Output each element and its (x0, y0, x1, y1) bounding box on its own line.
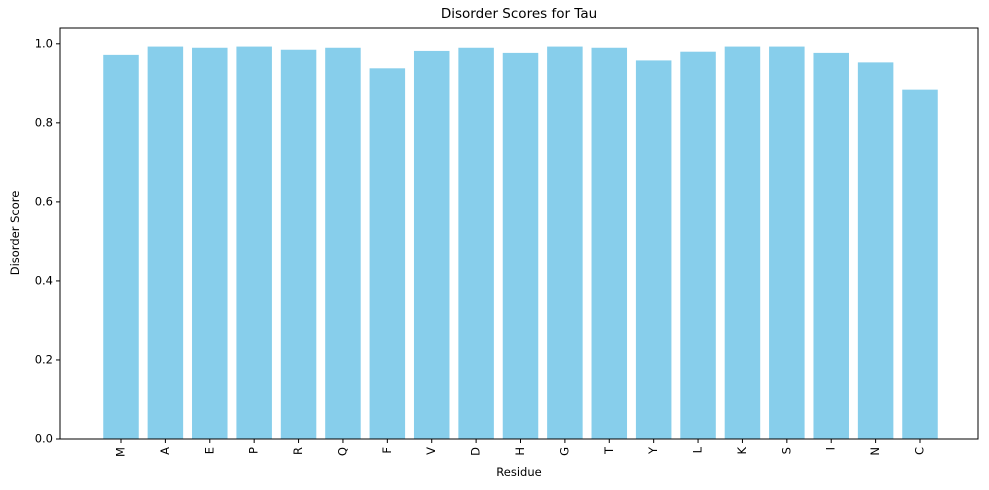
bar-Q (325, 47, 361, 440)
x-tick-label: I (824, 447, 838, 450)
x-tick-label: K (735, 447, 749, 455)
x-tick-label: H (513, 447, 527, 456)
bar-M (103, 54, 139, 439)
x-tick-label: S (779, 447, 793, 454)
bars-group (103, 46, 938, 440)
bar-R (280, 49, 317, 440)
x-tick-label: P (247, 447, 261, 454)
x-tick-label: Y (646, 446, 660, 455)
x-tick-label: Q (335, 447, 349, 456)
x-tick-label: D (469, 447, 483, 456)
y-tick-label: 1.0 (35, 36, 53, 50)
bar-T (591, 47, 628, 440)
x-tick-label: E (202, 447, 216, 454)
bar-L (680, 51, 716, 439)
bar-H (502, 52, 539, 439)
bar-D (458, 47, 494, 440)
bar-F (369, 68, 406, 439)
x-axis-label: Residue (496, 465, 541, 479)
bar-V (413, 50, 450, 440)
bar-E (192, 47, 228, 440)
y-axis-ticks: 0.0 0.2 0.4 0.6 0.8 1.0 (35, 36, 60, 446)
x-tick-label: N (868, 447, 882, 456)
y-tick-label: 0.2 (35, 352, 53, 366)
bar-K (724, 46, 761, 440)
bar-I (813, 52, 849, 439)
y-tick-label: 0.0 (35, 432, 53, 446)
plot-frame (59, 27, 979, 440)
x-tick-label: R (291, 447, 305, 455)
chart-title: Disorder Scores for Tau (441, 6, 597, 22)
y-tick-label: 0.6 (35, 194, 53, 208)
y-tick-label: 0.4 (35, 273, 53, 287)
y-axis-label: Disorder Score (8, 191, 22, 276)
bar-G (547, 46, 583, 440)
y-tick-label: 0.8 (35, 115, 53, 129)
bar-P (236, 46, 272, 440)
x-tick-label: G (557, 447, 571, 456)
bar-Y (635, 60, 672, 440)
bar-A (147, 46, 184, 440)
bar-S (769, 46, 805, 440)
x-tick-label: M (114, 447, 128, 457)
x-tick-label: F (380, 447, 394, 454)
x-tick-label: V (424, 447, 438, 455)
bar-N (857, 62, 894, 440)
x-tick-label: T (602, 446, 616, 455)
x-tick-label: L (691, 446, 705, 453)
x-tick-label: A (158, 447, 172, 455)
x-tick-label: C (913, 447, 927, 455)
bar-C (902, 89, 938, 440)
